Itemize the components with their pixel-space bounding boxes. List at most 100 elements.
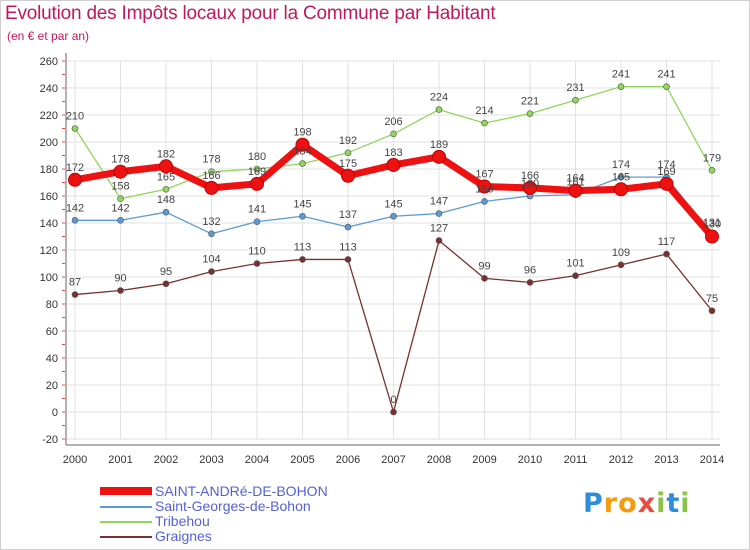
data-point: [71, 291, 79, 298]
axis-layer: -20 0 20 40 60 80 100 120 140 160 180 200 220 240 260 2…: [40, 53, 724, 466]
data-label: 99: [478, 260, 490, 272]
data-label: 137: [339, 209, 357, 221]
x-tick-label: 2007: [381, 454, 405, 466]
data-label: 192: [339, 135, 357, 147]
data-label: 104: [202, 254, 220, 266]
proxiti-logo: Proxiti: [583, 488, 691, 519]
data-point: [344, 223, 352, 231]
data-label: 166: [521, 170, 539, 182]
x-tick-label: 2012: [609, 454, 633, 466]
data-point: [208, 230, 215, 238]
data-point: [481, 119, 488, 127]
y-tick-label: 100: [40, 272, 58, 284]
logo-letter: t: [666, 488, 681, 519]
data-label: 148: [157, 194, 175, 206]
data-point: [341, 168, 355, 183]
data-label: 224: [430, 92, 448, 104]
data-label: 109: [612, 247, 630, 259]
data-point: [162, 280, 170, 288]
y-tick-label: -20: [42, 434, 58, 446]
data-label: 130: [703, 219, 721, 231]
legend-swatch: [100, 521, 152, 523]
y-tick-label: 120: [40, 245, 58, 257]
data-label: 117: [658, 236, 676, 248]
data-point: [299, 212, 306, 220]
data-point: [477, 179, 492, 194]
data-label: 158: [111, 181, 129, 193]
data-point: [204, 180, 219, 195]
data-label: 221: [521, 96, 539, 108]
data-point: [295, 137, 310, 152]
data-point: [659, 176, 674, 191]
data-point: [481, 275, 488, 282]
data-point: [159, 159, 173, 174]
data-label: 198: [293, 127, 311, 139]
data-label: 131: [703, 217, 721, 229]
data-point: [481, 198, 488, 205]
data-label: 179: [703, 152, 721, 164]
x-tick-label: 2009: [472, 454, 496, 466]
data-label: 206: [384, 116, 402, 128]
data-point: [663, 83, 670, 90]
data-label: 189: [430, 139, 448, 151]
logo-letter: x: [637, 488, 657, 519]
logo-letter: i: [680, 488, 691, 519]
data-point: [208, 268, 215, 275]
data-label: 241: [657, 69, 675, 81]
data-label: 169: [248, 166, 266, 178]
data-label: 90: [114, 273, 126, 285]
logo-letter: P: [583, 488, 604, 519]
data-point: [435, 210, 443, 217]
y-tick-label: 40: [46, 353, 58, 365]
y-tick-label: 160: [40, 191, 58, 203]
data-label: 231: [566, 82, 584, 94]
chart-subtitle: (en € et par an): [7, 29, 90, 43]
data-point: [708, 307, 716, 315]
data-label: 95: [160, 266, 172, 278]
y-tick-label: 140: [40, 218, 58, 230]
data-point: [435, 237, 443, 244]
data-label: 132: [202, 216, 220, 228]
data-point: [572, 272, 579, 279]
y-tick-label: 80: [46, 299, 58, 311]
data-point: [526, 110, 534, 117]
data-label: 145: [384, 198, 402, 210]
x-tick-label: 2011: [564, 454, 588, 466]
data-label: 210: [66, 111, 84, 123]
data-label: 160: [521, 178, 539, 190]
chart-title: Evolution des Impôts locaux pour la Comm…: [5, 3, 496, 24]
data-point: [526, 279, 534, 286]
data-label: 174: [612, 159, 630, 171]
legend-swatch: [100, 536, 152, 538]
data-label: 164: [566, 173, 584, 185]
y-tick-label: 260: [40, 56, 58, 68]
data-label: 127: [430, 223, 448, 235]
data-label: 113: [294, 241, 312, 253]
data-point: [435, 106, 443, 113]
data-point: [71, 217, 79, 224]
data-label: 184: [293, 146, 311, 158]
data-point: [708, 167, 716, 174]
data-label: 165: [157, 171, 175, 183]
data-point: [250, 176, 264, 191]
data-label: 169: [657, 166, 675, 178]
data-label: 180: [248, 151, 266, 163]
data-point: [523, 180, 537, 195]
legend-swatch: [100, 506, 152, 508]
x-tick-label: 2006: [336, 454, 360, 466]
data-label: 141: [248, 204, 266, 216]
data-point: [568, 183, 583, 198]
data-point: [299, 256, 306, 263]
data-label: 142: [66, 202, 84, 214]
data-point: [432, 149, 446, 164]
data-point: [663, 250, 670, 258]
data-point: [617, 83, 625, 90]
y-tick-label: 180: [40, 164, 58, 176]
data-label: 0: [390, 394, 396, 406]
data-label: 147: [430, 196, 448, 208]
legend-label: SAINT-ANDRé-DE-BOHON: [155, 483, 328, 499]
data-label: 145: [293, 198, 311, 210]
data-point: [390, 408, 397, 416]
data-label: 142: [111, 202, 129, 214]
